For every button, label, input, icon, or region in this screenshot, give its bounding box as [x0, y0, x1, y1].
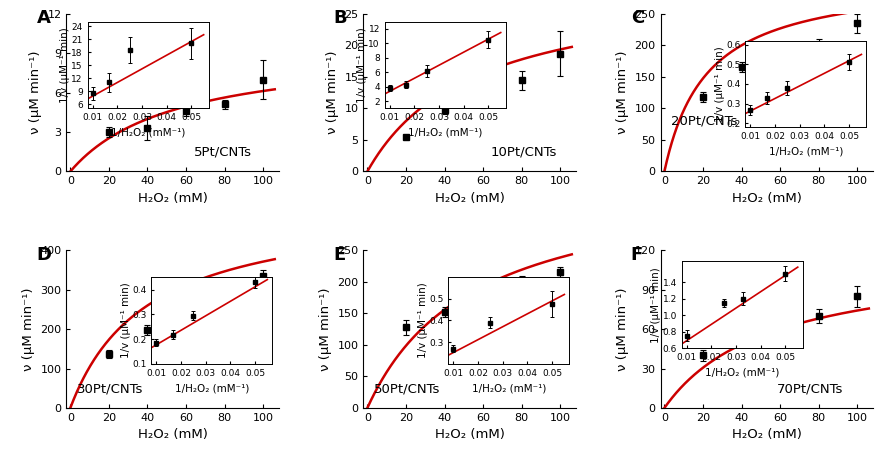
Y-axis label: ν (μM min⁻¹): ν (μM min⁻¹) [29, 51, 42, 135]
Y-axis label: ν (μM min⁻¹): ν (μM min⁻¹) [326, 51, 339, 135]
Text: F: F [631, 246, 643, 264]
X-axis label: H₂O₂ (mM): H₂O₂ (mM) [137, 192, 207, 205]
X-axis label: H₂O₂ (mM): H₂O₂ (mM) [435, 428, 504, 441]
Text: B: B [334, 9, 347, 27]
Text: 20Pt/CNTs: 20Pt/CNTs [672, 114, 737, 127]
Y-axis label: ν (μM min⁻¹): ν (μM min⁻¹) [616, 51, 629, 135]
Text: D: D [36, 246, 51, 264]
Text: 50Pt/CNTs: 50Pt/CNTs [374, 382, 440, 396]
Y-axis label: ν (μM min⁻¹): ν (μM min⁻¹) [22, 287, 35, 371]
X-axis label: H₂O₂ (mM): H₂O₂ (mM) [732, 428, 802, 441]
Text: 5Pt/CNTs: 5Pt/CNTs [194, 146, 252, 159]
Y-axis label: ν (μM min⁻¹): ν (μM min⁻¹) [319, 287, 332, 371]
X-axis label: H₂O₂ (mM): H₂O₂ (mM) [435, 192, 504, 205]
Text: A: A [36, 9, 51, 27]
X-axis label: H₂O₂ (mM): H₂O₂ (mM) [732, 192, 802, 205]
Text: 10Pt/CNTs: 10Pt/CNTs [491, 146, 557, 159]
X-axis label: H₂O₂ (mM): H₂O₂ (mM) [137, 428, 207, 441]
Y-axis label: ν (μM min⁻¹): ν (μM min⁻¹) [616, 287, 629, 371]
Text: 30Pt/CNTs: 30Pt/CNTs [77, 382, 144, 396]
Text: E: E [334, 246, 346, 264]
Text: C: C [631, 9, 644, 27]
Text: 70Pt/CNTs: 70Pt/CNTs [777, 382, 843, 396]
